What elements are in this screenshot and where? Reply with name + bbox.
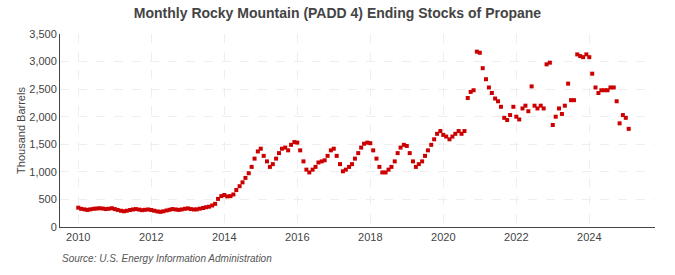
svg-text:2020: 2020: [431, 231, 455, 243]
svg-text:Monthly Rocky Mountain (PADD 4: Monthly Rocky Mountain (PADD 4) Ending S…: [134, 5, 542, 21]
svg-text:Thousand Barrels: Thousand Barrels: [15, 87, 27, 174]
svg-text:1,000: 1,000: [29, 166, 57, 178]
svg-text:2012: 2012: [139, 231, 163, 243]
svg-text:2014: 2014: [212, 231, 236, 243]
svg-text:2022: 2022: [504, 231, 528, 243]
svg-text:500: 500: [38, 193, 56, 205]
svg-text:1,500: 1,500: [29, 138, 57, 150]
svg-text:2,000: 2,000: [29, 111, 57, 123]
svg-text:Source: U.S. Energy Informatio: Source: U.S. Energy Information Administ…: [62, 253, 272, 264]
svg-text:2,500: 2,500: [29, 83, 57, 95]
svg-text:3,500: 3,500: [29, 28, 57, 40]
svg-text:0: 0: [51, 221, 57, 233]
svg-text:3,000: 3,000: [29, 55, 57, 67]
svg-text:2010: 2010: [66, 231, 90, 243]
svg-text:2024: 2024: [577, 231, 601, 243]
svg-text:2016: 2016: [285, 231, 309, 243]
svg-text:2018: 2018: [358, 231, 382, 243]
